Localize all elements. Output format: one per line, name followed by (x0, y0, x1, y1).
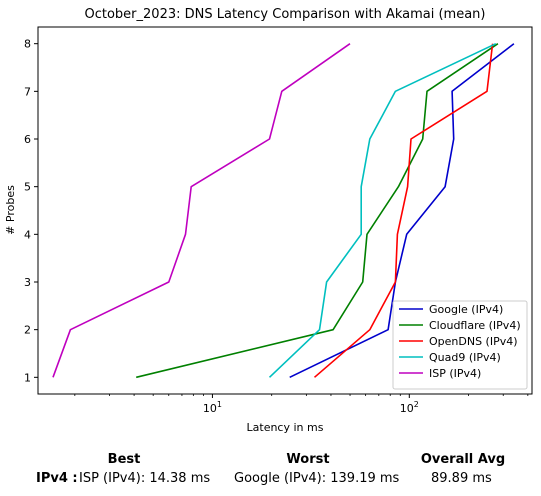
x-tick-label: 101 (203, 400, 222, 415)
series-line-opendns-ipv4 (313, 43, 494, 378)
avg-header: Overall Avg (420, 452, 506, 467)
series-lines (52, 42, 515, 379)
legend-entry: ISP (IPv4) (429, 367, 481, 380)
x-tick-label: 102 (400, 400, 419, 415)
best-header: Best (107, 452, 141, 467)
y-tick-label: 2 (24, 324, 31, 337)
summary-table: Best Worst Overall Avg IPv4 : ISP (IPv4)… (0, 446, 541, 492)
y-tick-label: 8 (24, 38, 31, 51)
series-line-cloudflare-ipv4 (136, 43, 499, 379)
y-tick-label: 7 (24, 85, 31, 98)
legend-entry: Cloudflare (IPv4) (429, 319, 521, 332)
plot-frame (37, 26, 533, 395)
best-value: ISP (IPv4): 14.38 ms (79, 471, 211, 486)
series-line-isp-ipv4 (52, 43, 351, 378)
y-tick-label: 1 (24, 371, 31, 384)
series-line-quad9-ipv4 (268, 42, 497, 378)
y-tick-label: 5 (24, 181, 31, 194)
legend-entry: OpenDNS (IPv4) (429, 335, 518, 348)
series-line-google-ipv4 (289, 43, 515, 379)
y-axis-label: # Probes (4, 185, 17, 235)
latency-chart: October_2023: DNS Latency Comparison wit… (4, 7, 533, 434)
worst-value: Google (IPv4): 139.19 ms (234, 471, 400, 486)
row-label-ipv4: IPv4 : (36, 471, 78, 486)
legend-entry: Quad9 (IPv4) (429, 351, 501, 364)
avg-value: 89.89 ms (431, 471, 492, 486)
legend-box (392, 300, 528, 390)
legend-entry: Google (IPv4) (429, 303, 503, 316)
x-axis-label: Latency in ms (247, 421, 324, 434)
legend: Google (IPv4) Cloudflare (IPv4) OpenDNS (I… (392, 300, 528, 390)
y-tick-label: 4 (24, 228, 31, 241)
y-tick-label: 3 (24, 276, 31, 289)
axis-ticks: 1 2 3 4 5 6 7 8 101 102 (24, 38, 529, 415)
chart-title: October_2023: DNS Latency Comparison wit… (85, 7, 486, 22)
worst-header: Worst (286, 452, 330, 467)
y-tick-label: 6 (24, 133, 31, 146)
